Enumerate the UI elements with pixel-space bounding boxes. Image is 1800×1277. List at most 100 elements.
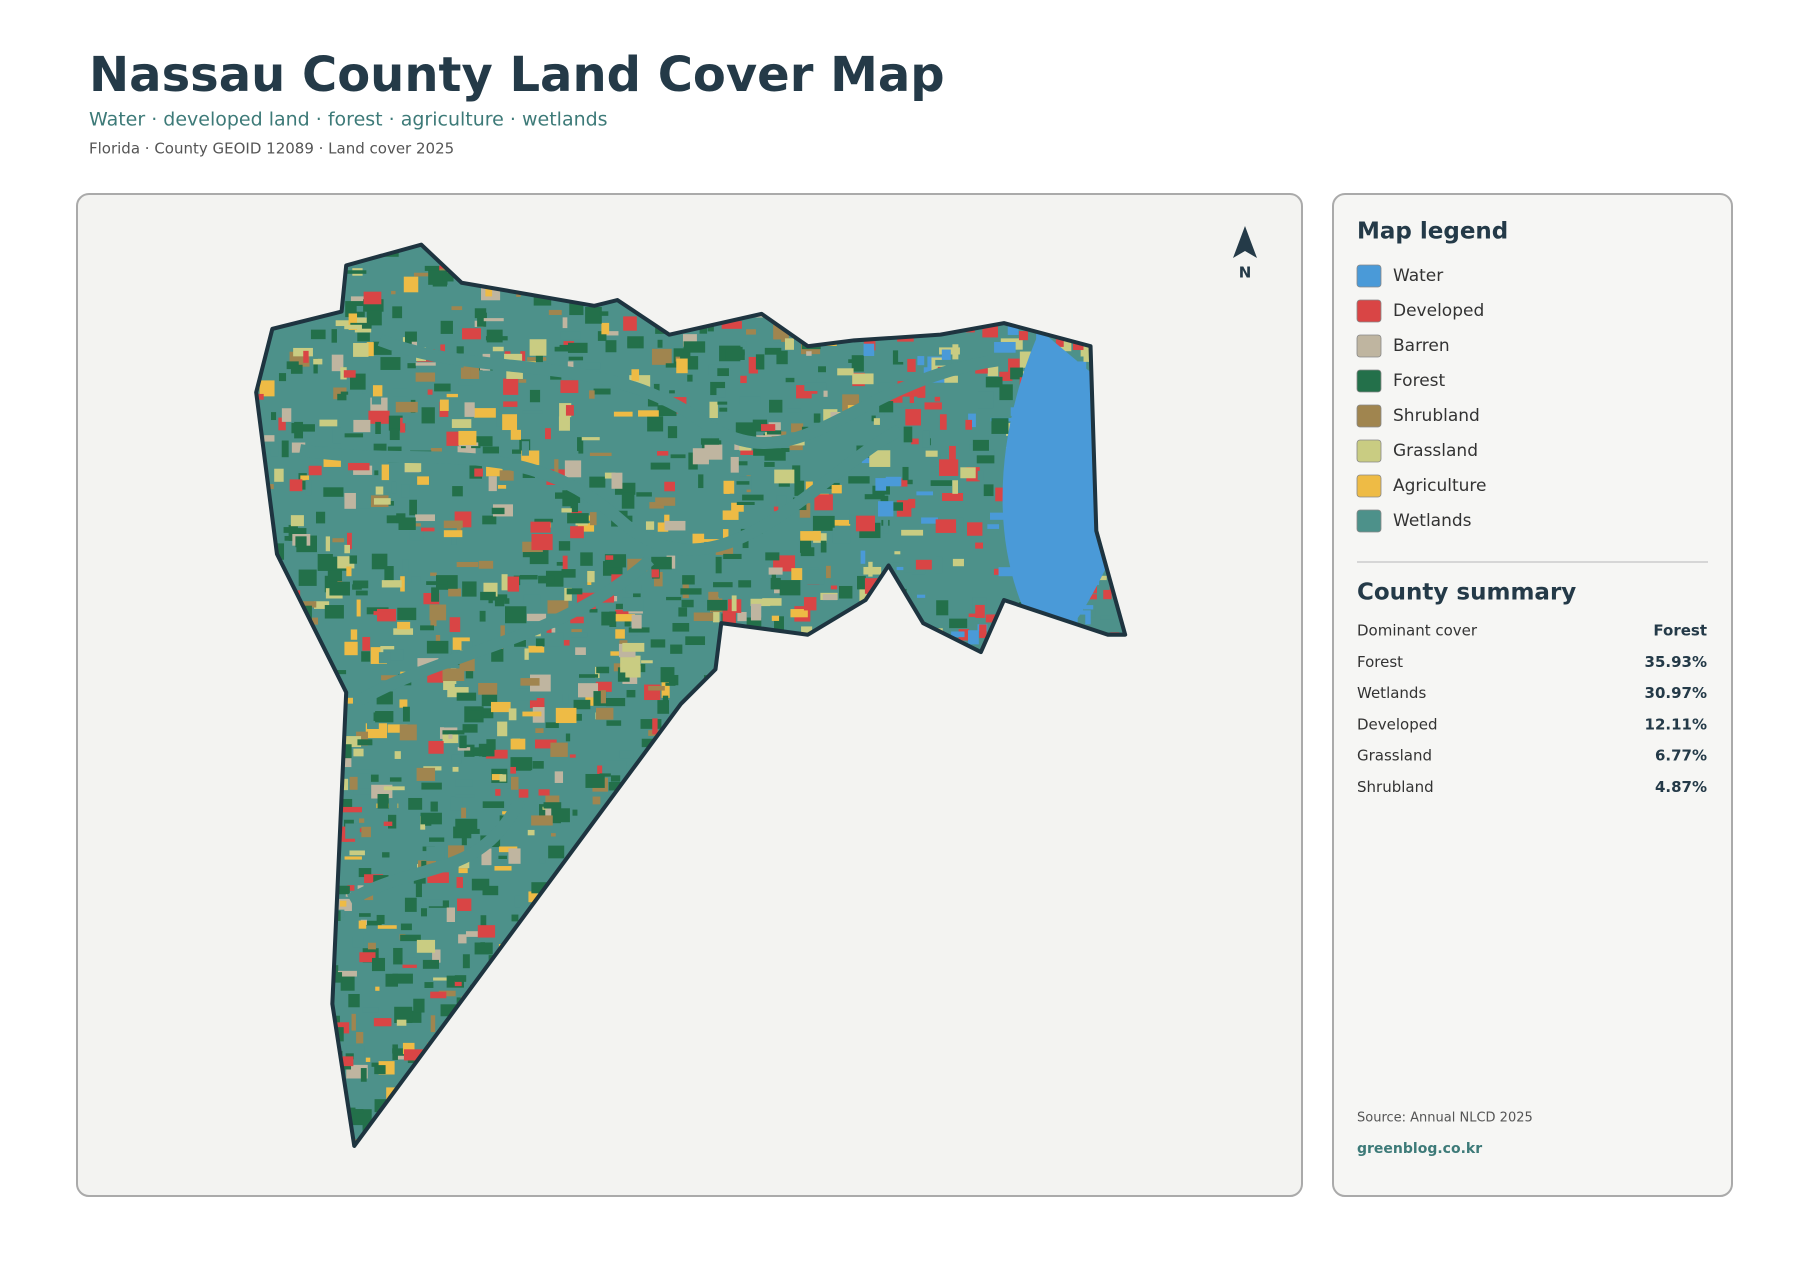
land-patch: [650, 639, 666, 648]
land-patch: [344, 544, 350, 554]
land-patch: [1055, 339, 1064, 347]
land-patch: [983, 484, 994, 497]
land-patch: [878, 501, 894, 517]
land-patch: [615, 614, 636, 622]
land-patch: [348, 313, 358, 330]
land-patch: [366, 310, 382, 326]
land-patch: [313, 358, 323, 365]
land-patch: [349, 850, 365, 856]
land-patch: [750, 603, 762, 621]
meta: Florida · County GEOID 12089 · Land cove…: [89, 140, 454, 158]
land-patch: [324, 575, 334, 593]
land-patch: [442, 730, 465, 735]
land-patch: [464, 744, 475, 757]
land-patch: [601, 331, 619, 336]
land-patch: [903, 558, 916, 573]
summary-value: 4.87%: [1655, 778, 1707, 796]
legend-title: Map legend: [1357, 219, 1508, 245]
land-patch: [427, 872, 449, 883]
land-patch: [566, 588, 583, 595]
land-patch: [902, 466, 909, 481]
land-patch: [577, 523, 595, 532]
subtitle: Water · developed land · forest · agricu…: [89, 109, 608, 131]
land-patch: [585, 773, 605, 788]
land-patch: [402, 706, 410, 722]
river: [357, 555, 654, 706]
land-patch: [791, 423, 804, 433]
land-patch: [352, 496, 371, 509]
land-patch: [353, 342, 369, 357]
summary-value: 30.97%: [1645, 684, 1707, 702]
land-patch: [456, 692, 477, 701]
legend-swatch: [1356, 439, 1382, 463]
land-patch: [977, 470, 984, 481]
land-patch: [534, 520, 547, 524]
land-patch: [538, 575, 555, 584]
land-patch: [464, 402, 475, 417]
land-patch: [724, 482, 730, 494]
land-patch: [454, 981, 462, 987]
land-patch: [960, 467, 976, 479]
land-patch: [389, 777, 402, 782]
land-patch: [554, 771, 564, 783]
land-patch: [373, 611, 391, 616]
land-patch: [339, 900, 347, 907]
land-patch: [878, 382, 899, 394]
land-patch: [570, 616, 584, 624]
land-patch: [400, 923, 412, 931]
land-patch: [830, 585, 838, 590]
land-patch: [331, 329, 337, 343]
land-patch: [735, 461, 748, 466]
land-patch: [776, 495, 787, 503]
land-patch: [609, 611, 617, 627]
land-patch: [627, 338, 640, 347]
land-patch: [366, 721, 379, 729]
land-patch: [455, 779, 473, 787]
land-patch: [975, 604, 985, 618]
land-patch: [715, 556, 722, 574]
land-patch: [359, 913, 371, 917]
land-patch: [256, 393, 264, 400]
land-patch: [333, 387, 347, 400]
land-patch: [358, 920, 367, 929]
land-patch: [396, 1019, 407, 1026]
land-patch: [451, 419, 472, 428]
land-patch: [491, 507, 505, 515]
land-patch: [784, 338, 794, 350]
land-patch: [443, 530, 463, 538]
land-patch: [600, 690, 606, 704]
land-patch: [539, 858, 546, 864]
land-patch: [700, 438, 720, 445]
land-patch: [648, 685, 665, 691]
land-patch: [987, 524, 1000, 529]
land-patch: [855, 515, 876, 532]
land-patch: [305, 479, 312, 496]
land-patch: [859, 588, 869, 601]
land-patch: [343, 1109, 364, 1114]
land-patch: [546, 627, 552, 636]
land-patch: [442, 668, 465, 682]
land-patch: [722, 510, 739, 520]
land-patch: [347, 885, 355, 891]
land-patch: [660, 667, 675, 683]
land-patch: [457, 898, 472, 911]
land-patch: [402, 559, 409, 573]
land-patch: [613, 411, 633, 417]
land-patch: [393, 628, 414, 635]
land-patch: [799, 503, 811, 518]
land-patch: [578, 674, 599, 678]
land-patch: [344, 641, 358, 656]
legend-label: Barren: [1393, 336, 1450, 356]
land-patch: [619, 750, 634, 759]
land-patch: [826, 565, 831, 579]
land-patch: [501, 574, 508, 591]
land-patch: [625, 665, 641, 678]
land-patch: [278, 417, 286, 431]
land-patch: [337, 970, 357, 977]
land-patch: [530, 521, 551, 533]
land-patch: [935, 359, 952, 366]
legend-label: Forest: [1393, 371, 1446, 391]
land-patch: [589, 476, 606, 488]
land-patch: [558, 541, 571, 551]
land-patch: [482, 515, 497, 525]
